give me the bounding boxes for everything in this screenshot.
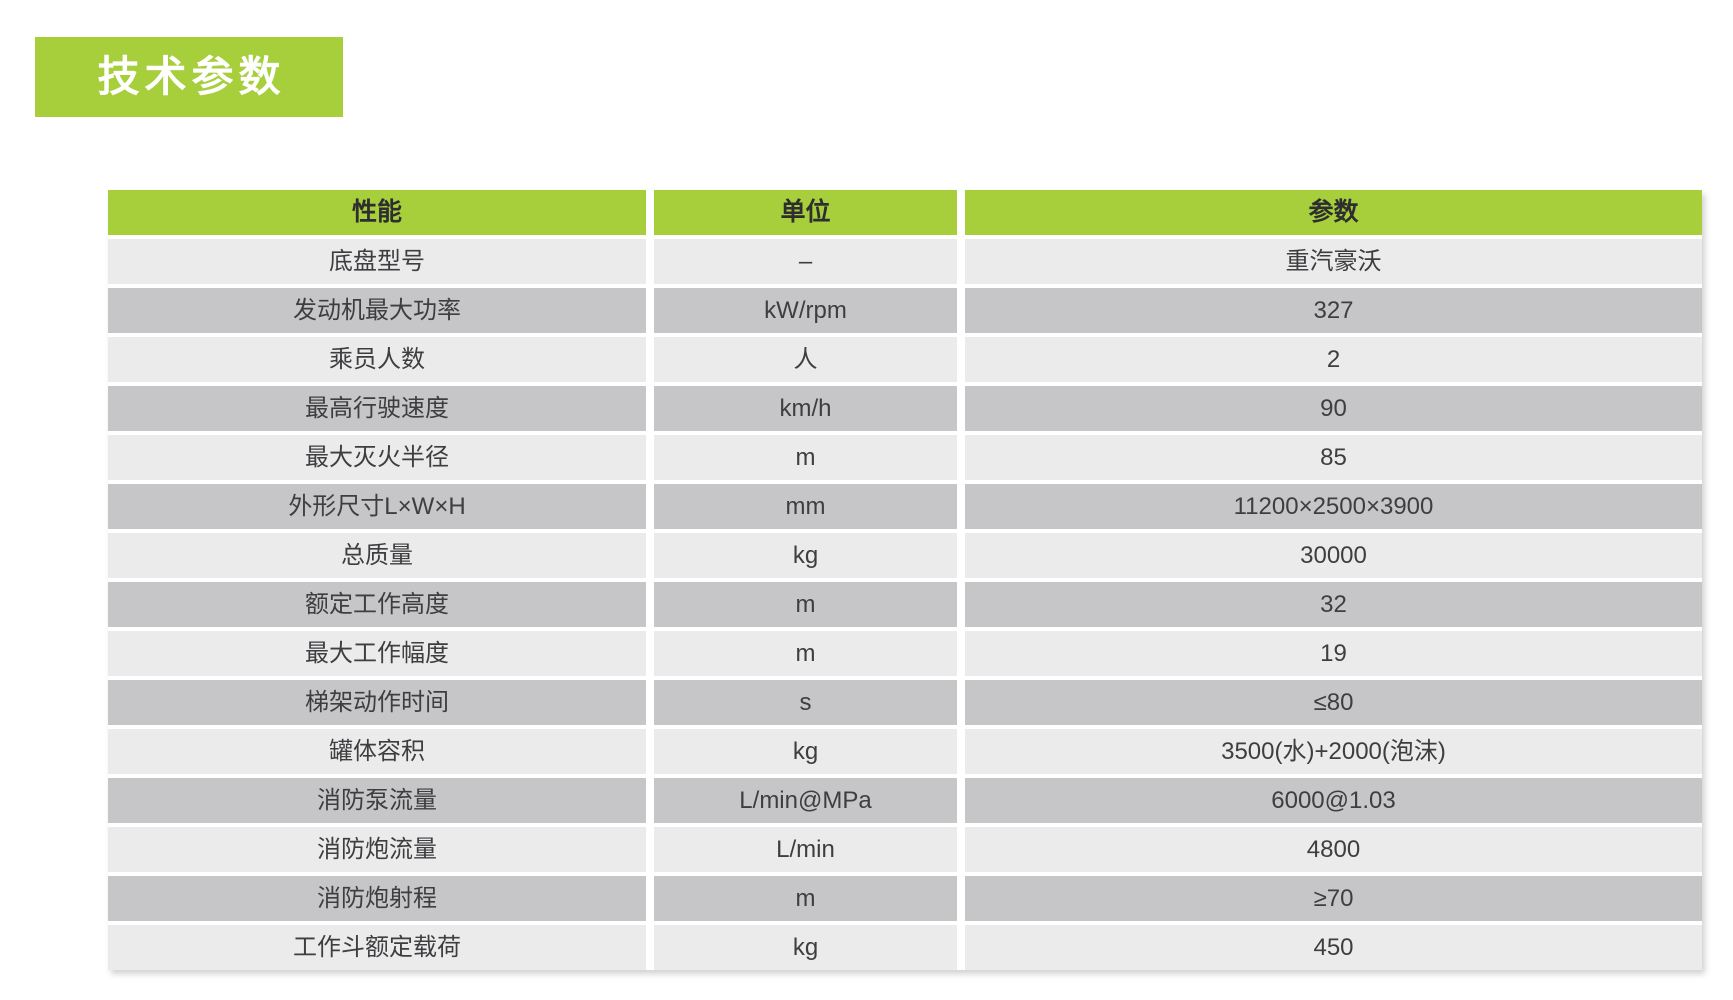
- spec-unit-cell: mm: [654, 484, 957, 529]
- spec-name-cell: 梯架动作时间: [108, 680, 646, 725]
- spec-table: 性能 单位 参数 底盘型号 – 重汽豪沃 发动机最大功率 kW/rpm 327 …: [108, 190, 1702, 970]
- spec-value-cell: 90: [965, 386, 1702, 431]
- spec-unit-cell: kg: [654, 925, 957, 970]
- spec-unit-cell: –: [654, 239, 957, 284]
- spec-unit-cell: m: [654, 435, 957, 480]
- spec-value-cell: ≥70: [965, 876, 1702, 921]
- spec-name-cell: 总质量: [108, 533, 646, 578]
- column-header-performance: 性能: [108, 190, 646, 235]
- spec-value-cell: 450: [965, 925, 1702, 970]
- spec-value-cell: 327: [965, 288, 1702, 333]
- spec-name-cell: 消防炮流量: [108, 827, 646, 872]
- spec-name-cell: 发动机最大功率: [108, 288, 646, 333]
- spec-name-cell: 额定工作高度: [108, 582, 646, 627]
- spec-value-cell: 19: [965, 631, 1702, 676]
- spec-value-cell: 30000: [965, 533, 1702, 578]
- column-header-parameter: 参数: [965, 190, 1702, 235]
- spec-unit-cell: km/h: [654, 386, 957, 431]
- spec-value-cell: 重汽豪沃: [965, 239, 1702, 284]
- spec-value-cell: 6000@1.03: [965, 778, 1702, 823]
- spec-name-cell: 最大灭火半径: [108, 435, 646, 480]
- spec-unit-cell: kW/rpm: [654, 288, 957, 333]
- spec-value-cell: 4800: [965, 827, 1702, 872]
- spec-unit-cell: kg: [654, 533, 957, 578]
- spec-unit-cell: m: [654, 582, 957, 627]
- spec-unit-cell: m: [654, 631, 957, 676]
- spec-unit-cell: kg: [654, 729, 957, 774]
- spec-value-cell: 2: [965, 337, 1702, 382]
- spec-unit-cell: L/min: [654, 827, 957, 872]
- spec-name-cell: 外形尺寸L×W×H: [108, 484, 646, 529]
- section-title-badge: 技术参数: [35, 37, 343, 117]
- spec-unit-cell: m: [654, 876, 957, 921]
- spec-name-cell: 工作斗额定载荷: [108, 925, 646, 970]
- spec-unit-cell: 人: [654, 337, 957, 382]
- spec-name-cell: 乘员人数: [108, 337, 646, 382]
- page-title: 技术参数: [97, 53, 286, 100]
- spec-name-cell: 消防泵流量: [108, 778, 646, 823]
- spec-value-cell: 85: [965, 435, 1702, 480]
- spec-value-cell: ≤80: [965, 680, 1702, 725]
- spec-name-cell: 罐体容积: [108, 729, 646, 774]
- spec-unit-cell: L/min@MPa: [654, 778, 957, 823]
- spec-value-cell: 32: [965, 582, 1702, 627]
- spec-value-cell: 3500(水)+2000(泡沫): [965, 729, 1702, 774]
- spec-name-cell: 消防炮射程: [108, 876, 646, 921]
- spec-name-cell: 最大工作幅度: [108, 631, 646, 676]
- column-header-unit: 单位: [654, 190, 957, 235]
- spec-unit-cell: s: [654, 680, 957, 725]
- spec-name-cell: 底盘型号: [108, 239, 646, 284]
- spec-value-cell: 11200×2500×3900: [965, 484, 1702, 529]
- spec-name-cell: 最高行驶速度: [108, 386, 646, 431]
